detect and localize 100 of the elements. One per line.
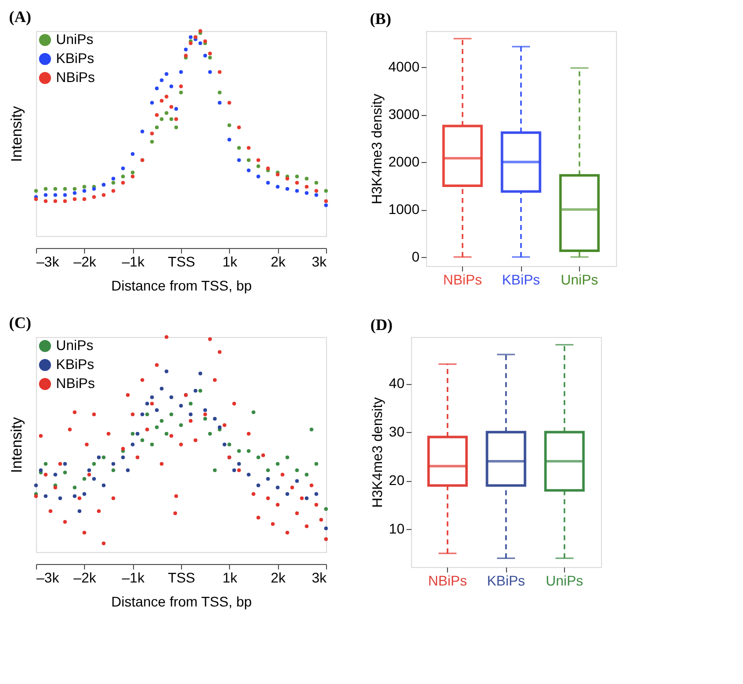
point <box>319 518 324 522</box>
point <box>266 166 270 170</box>
point <box>78 509 82 514</box>
point <box>82 530 86 535</box>
point <box>218 90 222 94</box>
point <box>44 199 48 204</box>
point <box>295 468 299 472</box>
point <box>164 370 168 374</box>
point <box>208 432 212 436</box>
y-axis-title: Intensity <box>8 416 26 473</box>
point <box>212 468 217 472</box>
x-tick-label: –2k <box>74 254 98 270</box>
point <box>266 477 270 481</box>
point <box>160 462 164 466</box>
chart-title: (D) <box>370 317 393 334</box>
point <box>102 483 106 488</box>
point <box>164 72 168 76</box>
point <box>150 402 154 406</box>
point <box>160 117 164 122</box>
point <box>53 472 58 476</box>
legend-label: NBiPs <box>56 69 95 85</box>
point <box>72 410 77 414</box>
point <box>266 496 270 500</box>
x-tick-label: TSS <box>168 254 196 270</box>
point <box>174 107 178 111</box>
chart-title: (B) <box>370 11 392 28</box>
point <box>160 418 164 423</box>
point <box>164 94 168 98</box>
point <box>203 54 208 58</box>
point <box>252 492 256 496</box>
point <box>212 416 217 421</box>
point <box>246 168 251 172</box>
point <box>310 483 314 488</box>
y-axis-title: Intensity <box>8 106 26 162</box>
point <box>169 84 174 88</box>
point <box>256 456 260 460</box>
point <box>276 462 280 466</box>
point <box>276 502 280 507</box>
point <box>237 449 241 453</box>
y-tick-label: 1000 <box>388 201 420 218</box>
point <box>290 486 294 490</box>
point <box>208 70 212 74</box>
point <box>198 388 202 393</box>
point <box>227 138 232 142</box>
point <box>203 412 208 416</box>
legend-label: KBiPs <box>56 50 94 66</box>
point <box>295 174 299 178</box>
point <box>38 434 43 438</box>
point <box>96 456 101 460</box>
point <box>188 402 193 406</box>
point <box>102 193 106 197</box>
point <box>304 176 309 180</box>
point <box>194 388 198 393</box>
point <box>82 189 86 193</box>
point <box>63 462 67 466</box>
legend-label: UniPs <box>56 31 94 47</box>
point <box>44 494 48 498</box>
point <box>324 199 328 204</box>
x-tick-label: –3k <box>36 254 60 270</box>
x-tick-label: 3k <box>312 570 328 586</box>
point <box>58 462 62 466</box>
point <box>252 410 256 414</box>
point <box>295 189 299 193</box>
point <box>154 125 159 130</box>
point <box>44 462 48 466</box>
y-tick-label: 2000 <box>388 154 420 170</box>
point <box>218 100 222 105</box>
point <box>121 446 125 451</box>
point <box>304 191 309 195</box>
point <box>63 186 67 191</box>
point <box>227 100 232 105</box>
x-tick-label: KBiPs <box>502 272 540 288</box>
point <box>140 130 144 134</box>
point <box>203 416 208 421</box>
point <box>227 442 232 446</box>
point <box>246 472 251 476</box>
point <box>188 412 193 416</box>
point <box>111 462 116 466</box>
point <box>68 428 72 432</box>
point <box>102 456 106 460</box>
point <box>82 477 86 481</box>
point <box>285 530 290 535</box>
point <box>63 199 67 204</box>
point <box>72 191 77 195</box>
point <box>130 432 135 436</box>
point <box>160 386 164 390</box>
point <box>169 395 174 400</box>
legend-label: NBiPs <box>56 375 95 391</box>
point <box>130 152 135 156</box>
point <box>102 542 106 546</box>
point <box>179 442 183 446</box>
point <box>256 158 260 162</box>
point <box>295 479 299 483</box>
point <box>256 483 260 488</box>
point <box>150 140 154 144</box>
point <box>208 337 212 342</box>
point <box>218 70 222 74</box>
point <box>256 164 260 168</box>
point <box>111 176 116 180</box>
point <box>227 123 232 128</box>
